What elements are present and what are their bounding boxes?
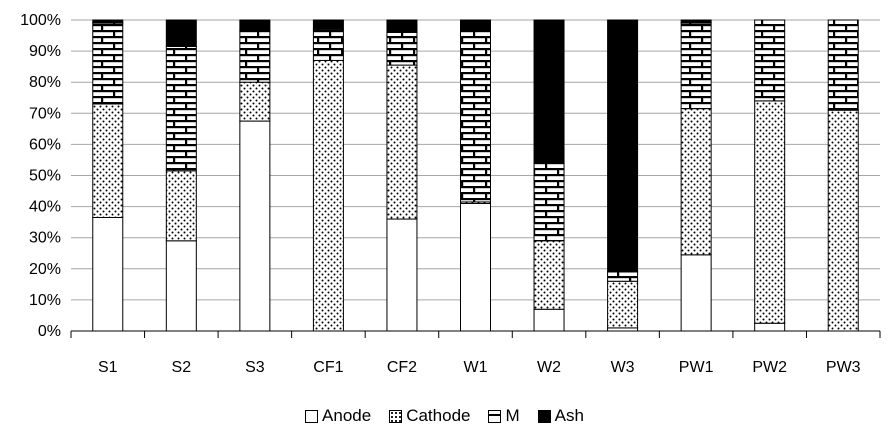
y-tick-label: 0% (38, 323, 61, 340)
bar-segment-m-cf2 (386, 31, 418, 66)
m-swatch (488, 409, 502, 423)
bar-segment-cathode-s2 (165, 170, 197, 242)
bar-segment-cathode-cf1 (312, 59, 344, 332)
legend-label-m: M (505, 406, 520, 425)
bar-segment-ash-w3 (607, 19, 639, 273)
bar-segment-cathode-s1 (92, 103, 124, 218)
bar-segment-ash-cf2 (386, 19, 418, 33)
bar-segment-anode-w1 (460, 202, 491, 332)
stacked-bar-chart: 0% 10% 20% 30% 40% 50% 60% 70% 80% 90% 100% S1 S2 S3 C… (20, 12, 881, 376)
bar-segment-m-w3 (607, 271, 639, 282)
legend-label-cathode: Cathode (406, 406, 471, 425)
legend-label-ash: Ash (554, 406, 584, 425)
bar-segment-anode-s3 (239, 120, 271, 332)
x-tick-label: S3 (245, 359, 265, 376)
bar-segment-cathode-pw3 (827, 109, 859, 332)
bar-segment-cathode-pw1 (680, 108, 712, 256)
bar-segment-m-cf1 (312, 28, 344, 61)
bar-segment-m-w2 (533, 162, 565, 242)
bar-segment-anode-pw1 (680, 254, 712, 332)
bar-segment-cathode-cf2 (386, 64, 418, 220)
y-tick-label: 20% (29, 261, 61, 278)
bar-segment-m-s3 (239, 30, 271, 83)
anode-swatch (305, 409, 319, 423)
x-tick-label: W3 (611, 359, 635, 376)
bar-segment-anode-s2 (165, 240, 197, 332)
bar-segment-cathode-pw2 (754, 100, 786, 324)
y-tick-label: 70% (29, 105, 61, 122)
x-tick-label: PW1 (679, 359, 714, 376)
bar-segment-m-s1 (92, 22, 124, 105)
y-tick-label: 60% (29, 136, 61, 153)
x-tick-label: W2 (537, 359, 561, 376)
bar-segment-ash-w2 (533, 19, 565, 164)
bar-segment-m-w1 (460, 30, 491, 203)
bar-segment-anode-s1 (92, 216, 124, 332)
bar-segment-ash-s3 (239, 19, 271, 32)
x-tick-label: PW3 (826, 359, 861, 376)
legend-item-ash: Ash (537, 406, 584, 426)
y-tick-label: 90% (29, 43, 61, 60)
y-tick-label: 100% (20, 12, 61, 29)
bar-segment-m-pw1 (680, 22, 712, 110)
legend: Anode Cathode M Ash (0, 406, 889, 426)
legend-item-m: M (488, 406, 520, 426)
x-tick-label: S2 (172, 359, 192, 376)
ash-swatch (537, 409, 551, 423)
bar-segment-m-s2 (165, 45, 197, 172)
bar-segment-ash-pw1 (680, 19, 712, 24)
bar-segment-anode-pw2 (754, 322, 786, 332)
bar-segment-ash-w1 (460, 19, 491, 32)
bar-segment-cathode-w3 (607, 280, 639, 329)
y-tick-label: 10% (29, 292, 61, 309)
y-tick-label: 40% (29, 199, 61, 216)
bar-segment-ash-cf1 (312, 19, 344, 30)
bar-segment-ash-s2 (165, 19, 197, 47)
bar-segment-anode-cf2 (386, 218, 418, 332)
y-tick-label: 30% (29, 230, 61, 247)
bar-segment-anode-w2 (533, 308, 565, 332)
y-tick-label: 80% (29, 74, 61, 91)
x-tick-label: CF2 (387, 359, 417, 376)
bar-segment-cathode-s3 (239, 81, 271, 122)
bar-segment-m-pw2 (754, 19, 786, 102)
bar-segment-ash-s1 (92, 19, 124, 24)
cathode-swatch (389, 409, 403, 423)
legend-item-cathode: Cathode (389, 406, 470, 426)
x-tick-label: S1 (98, 359, 118, 376)
legend-item-anode: Anode (305, 406, 371, 426)
y-tick-label: 50% (29, 168, 61, 185)
x-tick-label: PW2 (752, 359, 787, 376)
bar-segment-m-pw3 (827, 19, 859, 111)
x-tick-label: CF1 (313, 359, 343, 376)
x-tick-label: W1 (464, 359, 488, 376)
legend-label-anode: Anode (322, 406, 372, 425)
bar-segment-cathode-w2 (533, 240, 565, 310)
